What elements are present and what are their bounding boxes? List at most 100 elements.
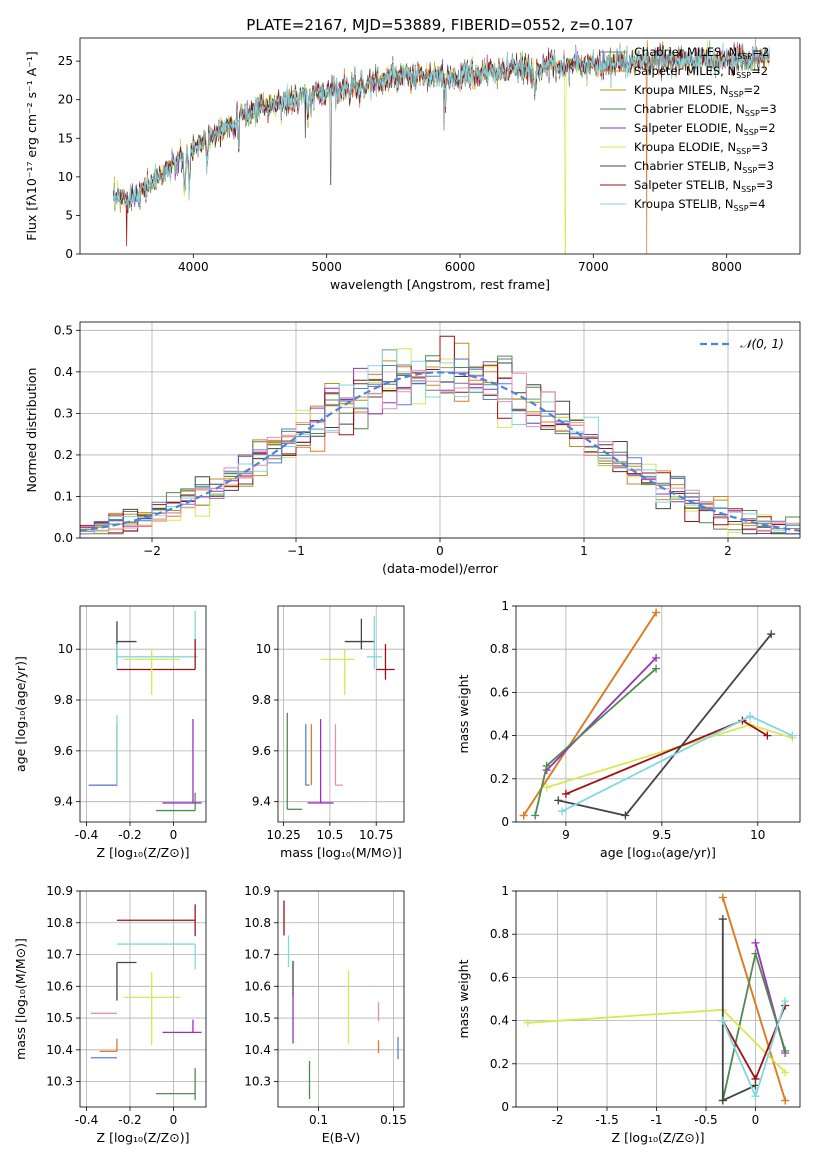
weight_vs_Z-xtick-label: -0.5	[694, 1113, 717, 1127]
weight_vs_Z-xtick-label: 0	[752, 1113, 760, 1127]
age_vs_Z-xlabel: Z [log₁₀(Z/Z⊙)]	[97, 845, 190, 860]
age_vs_Z-ytick-label: 9.4	[54, 795, 73, 809]
mass_vs_ebv-xtick-label: 0.1	[309, 1113, 328, 1127]
legend-label: 𝒩(0, 1)	[740, 337, 784, 351]
weight-marker	[652, 608, 661, 617]
mass_vs_ebv-ytick-label: 10.6	[244, 979, 271, 993]
mass_vs_Z-xtick-label: -0.4	[75, 1113, 98, 1127]
mass_vs_Z-ytick-label: 10.8	[46, 916, 73, 930]
mass_vs_Z-ytick-label: 10.3	[46, 1075, 73, 1089]
weight-marker	[718, 1016, 727, 1025]
weight-line-chabrier-stelib	[721, 919, 756, 1102]
weight_vs_Z-panel: -2 -1.5 -1 -0.5 0 0 0.2 0.4 0.6 0.8 1 Z [log₁₀(Z/Z⊙…	[456, 884, 801, 1145]
weight_vs_age-plot-area	[519, 608, 797, 820]
weight_vs_Z-frame	[515, 890, 801, 1108]
age_vs_mass-frame	[277, 605, 405, 823]
mass_vs_ebv-axis: 0.1 0.15 10.3 10.4 10.5 10.6 10.7 10.8 10.9 E(B-V…	[244, 884, 407, 1145]
age_vs_mass-ytick-label: 9.4	[252, 795, 271, 809]
age_vs_mass-ytick-label: 9.8	[252, 693, 271, 707]
legend-label: Kroupa ELODIE, NSSP=3	[634, 140, 768, 156]
spectrum-frame	[79, 37, 801, 255]
spectrum-xtick-label: 6000	[445, 260, 476, 274]
age_vs_mass-ytick-label: 10	[256, 642, 271, 656]
residuals-xtick-label: −2	[143, 544, 161, 558]
residuals-ytick-label: 0.3	[54, 406, 73, 420]
spectrum-axis: 4000 5000 6000 7000 8000 0 5 10 15 20 25 wavelength…	[24, 37, 801, 292]
weight-marker	[718, 893, 727, 902]
age_vs_mass-ytick-label: 9.6	[252, 744, 271, 758]
weight_vs_Z-ytick-label: 0.6	[490, 970, 509, 984]
weight_vs_age-ytick-label: 0.2	[490, 772, 509, 786]
weight_vs_Z-xtick-label: -1	[651, 1113, 663, 1127]
age_vs_Z-plot-area	[88, 611, 202, 812]
weight_vs_age-axis: 9 9.5 10 0 0.2 0.4 0.6 0.8 1 age [log₁₀(age/yr)] m…	[456, 599, 801, 860]
legend-label: Salpeter STELIB, NSSP=3	[634, 178, 773, 194]
legend-label: Chabrier ELODIE, NSSP=3	[634, 102, 777, 118]
weight_vs_age-ytick-label: 0.4	[490, 729, 509, 743]
mass_vs_Z-ytick-label: 10.6	[46, 979, 73, 993]
weight-marker	[781, 1068, 790, 1077]
age_vs_mass-xtick-label: 10.25	[266, 828, 300, 842]
residuals-axis: −2 −1 0 1 2 0.0 0.1 0.2 0.3 0.4 0.5 (data-model)/er…	[24, 321, 801, 576]
weight_vs_age-xtick-label: 9	[562, 828, 570, 842]
mass_vs_ebv-frame	[277, 890, 405, 1108]
age_vs_mass-xtick-label: 10.75	[359, 828, 393, 842]
mass_vs_Z-ytick-label: 10.7	[46, 948, 73, 962]
spectrum-xtick-label: 5000	[311, 260, 342, 274]
residuals-xtick-label: 0	[436, 544, 444, 558]
weight-marker	[621, 811, 630, 820]
mass_vs_ebv-ytick-label: 10.7	[244, 948, 271, 962]
mass_vs_ebv-ytick-label: 10.4	[244, 1043, 271, 1057]
weight_vs_age-ytick-label: 0	[501, 815, 509, 829]
mass_vs_Z-ytick-label: 10.5	[46, 1011, 73, 1025]
legend-label: Kroupa STELIB, NSSP=4	[634, 197, 765, 213]
age_vs_Z-xtick-label: -0.2	[118, 828, 141, 842]
weight-marker	[554, 796, 563, 805]
weight-marker	[718, 915, 727, 924]
age_vs_Z-xtick-label: 0	[170, 828, 178, 842]
age_vs_Z-frame	[79, 605, 207, 823]
weight-marker	[781, 997, 790, 1006]
spectrum-legend: Chabrier MILES, NSSP=2 Salpeter MILES, NS…	[600, 45, 777, 213]
spectrum-ytick-label: 20	[58, 93, 73, 107]
histogram-kroupa-stelib	[80, 349, 800, 535]
weight-marker	[652, 653, 661, 662]
mass_vs_Z-xlabel: Z [log₁₀(Z/Z⊙)]	[97, 1130, 190, 1145]
residuals-ylabel: Normed distribution	[24, 368, 39, 493]
age_vs_Z-grid	[80, 606, 206, 822]
residuals-xlabel: (data-model)/error	[382, 561, 499, 576]
residuals-ytick-label: 0.5	[54, 323, 73, 337]
weight_vs_age-ytick-label: 0.6	[490, 685, 509, 699]
mass_vs_Z-ytick-label: 10.4	[46, 1043, 73, 1057]
weight-marker	[746, 712, 755, 721]
mass_vs_Z-ylabel: mass [log₁₀(M/M⊙)]	[13, 938, 28, 1060]
weight-marker	[542, 783, 551, 792]
weight-marker	[767, 630, 776, 639]
weight-marker	[781, 1046, 790, 1055]
weight_vs_age-panel: 9 9.5 10 0 0.2 0.4 0.6 0.8 1 age [log₁₀(age/yr)] m…	[456, 599, 801, 860]
residuals-frame	[79, 321, 801, 539]
age_vs_Z-axis: -0.4 -0.2 0 9.4 9.6 9.8 10 Z [log₁₀(Z/Z⊙)] age […	[13, 605, 207, 860]
weight_vs_age-ytick-label: 1	[501, 599, 509, 613]
spectrum-ytick-label: 25	[58, 54, 73, 68]
mass_vs_ebv-panel: 0.1 0.15 10.3 10.4 10.5 10.6 10.7 10.8 10.9 E(B-V…	[244, 884, 407, 1145]
mass_vs_Z-panel: -0.4 -0.2 0 10.3 10.4 10.5 10.6 10.7 10.8 10.9 Z […	[13, 884, 207, 1145]
mass_vs_Z-ytick-label: 10.9	[46, 884, 73, 898]
spectrum-xtick-label: 8000	[711, 260, 742, 274]
weight-marker	[531, 811, 540, 820]
weight-line-salpeter-miles	[522, 612, 657, 816]
spectrum-series-kroupa-stelib	[112, 39, 770, 212]
age_vs_Z-ytick-label: 10	[58, 642, 73, 656]
spectrum-ylabel: Flux [fλ10⁻¹⁷ erg cm⁻² s⁻¹ A⁻¹]	[24, 51, 39, 240]
legend-label: Salpeter ELODIE, NSSP=2	[634, 121, 776, 137]
weight_vs_age-xtick-label: 10	[750, 828, 765, 842]
weight_vs_Z-ytick-label: 0.8	[490, 927, 509, 941]
weight_vs_Z-plot-area	[523, 893, 790, 1105]
weight_vs_Z-xtick-label: -1.5	[595, 1113, 618, 1127]
weight_vs_age-xlabel: age [log₁₀(age/yr)]	[600, 845, 716, 860]
weight_vs_Z-ytick-label: 0.4	[490, 1014, 509, 1028]
age_vs_Z-xtick-label: -0.4	[75, 828, 98, 842]
weight-marker	[542, 761, 551, 770]
spectrum-ytick-label: 10	[58, 170, 73, 184]
